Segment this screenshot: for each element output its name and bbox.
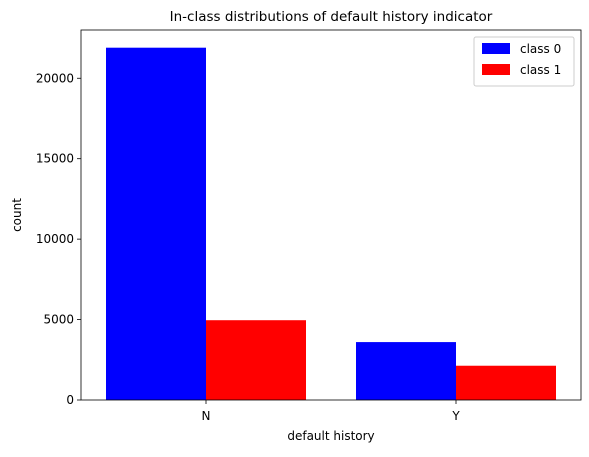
y-tick-label: 5000 bbox=[43, 313, 74, 327]
bar-class-1-Y bbox=[456, 365, 556, 400]
legend: class 0 class 1 bbox=[473, 36, 575, 87]
y-tick-label: 15000 bbox=[36, 152, 74, 166]
plot-frame bbox=[80, 29, 582, 401]
legend-swatch-class-0 bbox=[482, 43, 510, 54]
legend-swatch-class-1 bbox=[482, 64, 510, 75]
bar-class-0-N bbox=[106, 47, 206, 401]
y-tick-label: 20000 bbox=[36, 71, 74, 85]
legend-label-class-0: class 0 bbox=[520, 42, 561, 56]
y-axis-ticks: 0 5000 10000 15000 20000 bbox=[36, 71, 81, 407]
bar-class-1-N bbox=[206, 320, 306, 400]
chart-title: In-class distributions of default histor… bbox=[170, 9, 493, 25]
x-tick-label-N: N bbox=[202, 409, 211, 423]
x-tick-label-Y: Y bbox=[451, 409, 460, 423]
bars-group bbox=[106, 47, 556, 401]
bar-class-0-Y bbox=[356, 342, 456, 400]
y-axis-label: count bbox=[10, 198, 24, 232]
y-tick-label: 10000 bbox=[36, 232, 74, 246]
legend-label-class-1: class 1 bbox=[520, 63, 561, 77]
y-tick-label: 0 bbox=[66, 393, 74, 407]
x-axis-label: default history bbox=[287, 429, 374, 443]
